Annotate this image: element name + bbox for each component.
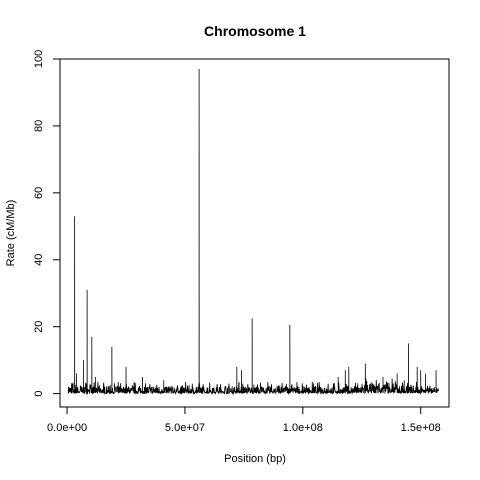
y-tick-label: 0 xyxy=(33,391,45,397)
x-tick-label: 5.0e+07 xyxy=(165,422,205,434)
y-tick-label: 100 xyxy=(33,50,45,68)
x-tick-label: 0.0e+00 xyxy=(47,422,87,434)
y-tick-label: 60 xyxy=(33,187,45,199)
x-axis: 0.0e+00 5.0e+07 1.0e+08 1.5e+08 xyxy=(47,406,441,434)
y-axis: 0 20 40 60 80 100 xyxy=(33,50,61,397)
y-tick-label: 40 xyxy=(33,254,45,266)
plot-frame xyxy=(59,58,450,408)
y-tick-label: 20 xyxy=(33,321,45,333)
x-tick-label: 1.0e+08 xyxy=(283,422,323,434)
y-axis-label: Rate (cM/Mb) xyxy=(5,200,17,267)
x-tick-label: 1.5e+08 xyxy=(401,422,441,434)
series-layer xyxy=(67,69,439,396)
rate-series-line xyxy=(67,69,439,396)
chart-title: Chromosome 1 xyxy=(204,23,306,39)
x-axis-label: Position (bp) xyxy=(224,453,286,465)
y-tick-label: 80 xyxy=(33,120,45,132)
